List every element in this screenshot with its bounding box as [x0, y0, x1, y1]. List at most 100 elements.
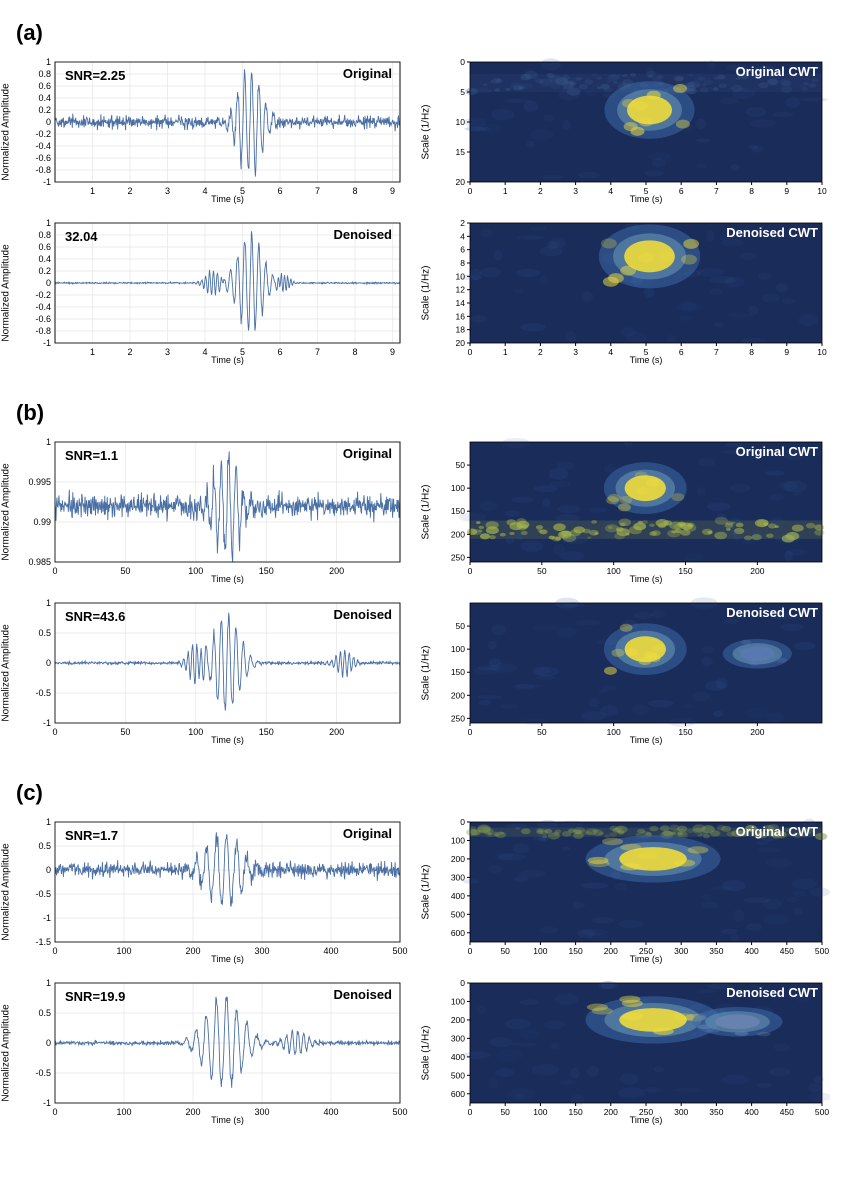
- svg-text:10: 10: [456, 271, 466, 281]
- svg-text:0.995: 0.995: [28, 477, 51, 487]
- svg-text:200: 200: [451, 529, 465, 539]
- svg-text:150: 150: [569, 946, 583, 956]
- svg-text:100: 100: [116, 1107, 131, 1117]
- svg-text:-1.5: -1.5: [35, 937, 51, 947]
- svg-text:0: 0: [52, 727, 57, 737]
- svg-text:Time (s): Time (s): [630, 1115, 663, 1125]
- cwt-wrap: Scale (1/Hz) 050100150200250300350400450…: [430, 814, 830, 969]
- series-tag: Original: [343, 66, 392, 81]
- svg-text:350: 350: [709, 946, 723, 956]
- svg-text:0.5: 0.5: [38, 1008, 51, 1018]
- svg-text:100: 100: [451, 483, 465, 493]
- y-axis-label: Normalized Amplitude: [1, 244, 12, 341]
- svg-text:50: 50: [500, 1107, 510, 1117]
- svg-text:200: 200: [604, 946, 618, 956]
- timeseries-wrap: Normalized Amplitude 0100200300400500-1-…: [10, 975, 410, 1130]
- svg-text:1: 1: [46, 978, 51, 988]
- svg-text:8: 8: [460, 258, 465, 268]
- svg-text:0: 0: [468, 946, 473, 956]
- svg-text:-1: -1: [43, 177, 51, 187]
- svg-text:350: 350: [709, 1107, 723, 1117]
- svg-text:200: 200: [451, 854, 465, 864]
- svg-text:-0.8: -0.8: [35, 165, 51, 175]
- svg-text:2: 2: [127, 347, 132, 357]
- svg-text:200: 200: [750, 727, 764, 737]
- series-tag: Original: [343, 446, 392, 461]
- cwt-tag: Original CWT: [736, 824, 818, 839]
- svg-text:100: 100: [533, 1107, 547, 1117]
- svg-text:400: 400: [745, 1107, 759, 1117]
- svg-text:6: 6: [460, 245, 465, 255]
- svg-text:8: 8: [352, 186, 357, 196]
- cwt-wrap: Scale (1/Hz) 05010015020050100150200250 …: [430, 595, 830, 750]
- svg-text:0.8: 0.8: [38, 69, 51, 79]
- svg-text:0: 0: [460, 57, 465, 67]
- svg-text:4: 4: [608, 347, 613, 357]
- svg-text:7: 7: [315, 347, 320, 357]
- svg-text:100: 100: [451, 644, 465, 654]
- svg-text:300: 300: [674, 946, 688, 956]
- svg-text:10: 10: [817, 186, 827, 196]
- svg-text:6: 6: [277, 347, 282, 357]
- svg-text:0: 0: [46, 865, 51, 875]
- svg-text:500: 500: [815, 946, 829, 956]
- svg-text:0: 0: [52, 1107, 57, 1117]
- series-tag: Denoised: [333, 227, 392, 242]
- svg-text:0: 0: [468, 1107, 473, 1117]
- svg-text:Time (s): Time (s): [211, 194, 244, 204]
- svg-text:2: 2: [538, 347, 543, 357]
- svg-text:Time (s): Time (s): [630, 574, 663, 584]
- svg-text:1: 1: [90, 186, 95, 196]
- svg-text:200: 200: [185, 946, 200, 956]
- svg-text:600: 600: [451, 928, 465, 938]
- svg-text:500: 500: [451, 1070, 465, 1080]
- svg-text:150: 150: [678, 566, 692, 576]
- svg-text:8: 8: [749, 186, 754, 196]
- svg-text:0: 0: [468, 727, 473, 737]
- y-axis-label: Scale (1/Hz): [421, 484, 432, 539]
- svg-text:Time (s): Time (s): [630, 735, 663, 745]
- figure-panel: (c) Normalized Amplitude 010020030040050…: [10, 780, 840, 1130]
- snr-label: SNR=1.7: [65, 828, 118, 843]
- svg-text:16: 16: [456, 311, 466, 321]
- svg-text:Time (s): Time (s): [211, 735, 244, 745]
- svg-text:50: 50: [456, 621, 466, 631]
- svg-text:400: 400: [451, 1052, 465, 1062]
- svg-text:150: 150: [678, 727, 692, 737]
- svg-text:150: 150: [451, 667, 465, 677]
- svg-text:0.8: 0.8: [38, 230, 51, 240]
- svg-text:0.2: 0.2: [38, 105, 51, 115]
- timeseries-wrap: Normalized Amplitude 0100200300400500-1.…: [10, 814, 410, 969]
- svg-text:300: 300: [254, 946, 269, 956]
- timeseries-wrap: Normalized Amplitude 0501001502000.9850.…: [10, 434, 410, 589]
- svg-text:0: 0: [468, 566, 473, 576]
- svg-text:400: 400: [323, 946, 338, 956]
- y-axis-label: Normalized Amplitude: [1, 843, 12, 940]
- timeseries-wrap: Normalized Amplitude 050100150200-1-0.50…: [10, 595, 410, 750]
- svg-text:1: 1: [46, 437, 51, 447]
- svg-text:3: 3: [165, 186, 170, 196]
- svg-text:300: 300: [674, 1107, 688, 1117]
- cwt-wrap: Scale (1/Hz) 050100150200250300350400450…: [430, 975, 830, 1130]
- svg-text:300: 300: [254, 1107, 269, 1117]
- svg-text:-0.5: -0.5: [35, 688, 51, 698]
- svg-text:100: 100: [188, 727, 203, 737]
- svg-text:0: 0: [52, 946, 57, 956]
- svg-text:1: 1: [46, 57, 51, 67]
- svg-text:0: 0: [46, 278, 51, 288]
- svg-text:-0.6: -0.6: [35, 314, 51, 324]
- svg-text:Time (s): Time (s): [211, 1115, 244, 1125]
- svg-text:2: 2: [127, 186, 132, 196]
- svg-text:500: 500: [451, 909, 465, 919]
- svg-text:6: 6: [277, 186, 282, 196]
- svg-text:3: 3: [165, 347, 170, 357]
- svg-text:4: 4: [608, 186, 613, 196]
- cwt-wrap: Scale (1/Hz) 012345678910246810121416182…: [430, 215, 830, 370]
- svg-text:200: 200: [185, 1107, 200, 1117]
- svg-text:-1: -1: [43, 718, 51, 728]
- svg-text:3: 3: [573, 186, 578, 196]
- y-axis-label: Scale (1/Hz): [421, 265, 432, 320]
- svg-text:5: 5: [460, 87, 465, 97]
- svg-text:20: 20: [456, 177, 466, 187]
- svg-text:7: 7: [714, 347, 719, 357]
